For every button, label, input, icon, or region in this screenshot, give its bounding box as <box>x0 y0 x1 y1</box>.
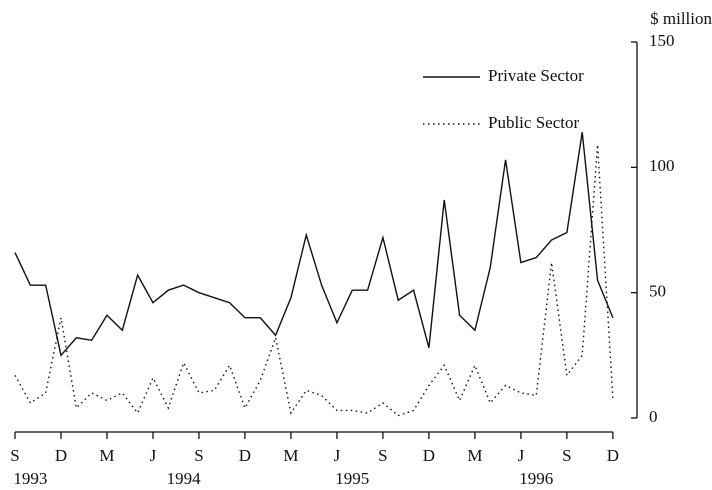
x-tick-label: J <box>334 446 341 465</box>
y-tick-label: 50 <box>649 282 666 301</box>
x-tick-label: D <box>55 446 67 465</box>
y-axis-label: $ million <box>650 9 712 28</box>
x-tick-label: J <box>518 446 525 465</box>
x-tick-label: M <box>99 446 114 465</box>
legend-label: Public Sector <box>488 113 579 132</box>
x-tick-label: D <box>423 446 435 465</box>
year-label: 1994 <box>167 469 202 488</box>
year-label: 1993 <box>13 469 47 488</box>
x-tick-label: D <box>239 446 251 465</box>
x-tick-label: M <box>467 446 482 465</box>
series-line <box>14 144 614 417</box>
year-label: 1996 <box>519 469 553 488</box>
x-tick-label: S <box>562 446 571 465</box>
x-tick-label: S <box>194 446 203 465</box>
x-tick-label: S <box>10 446 19 465</box>
legend-label: Private Sector <box>488 66 584 85</box>
x-tick-label: D <box>607 446 619 465</box>
y-tick-label: 150 <box>649 31 675 50</box>
y-tick-label: 0 <box>649 407 658 426</box>
x-tick-label: J <box>150 446 157 465</box>
year-label: 1995 <box>335 469 369 488</box>
y-tick-label: 100 <box>649 156 675 175</box>
x-tick-label: M <box>283 446 298 465</box>
series-line <box>14 132 614 357</box>
x-tick-label: S <box>378 446 387 465</box>
